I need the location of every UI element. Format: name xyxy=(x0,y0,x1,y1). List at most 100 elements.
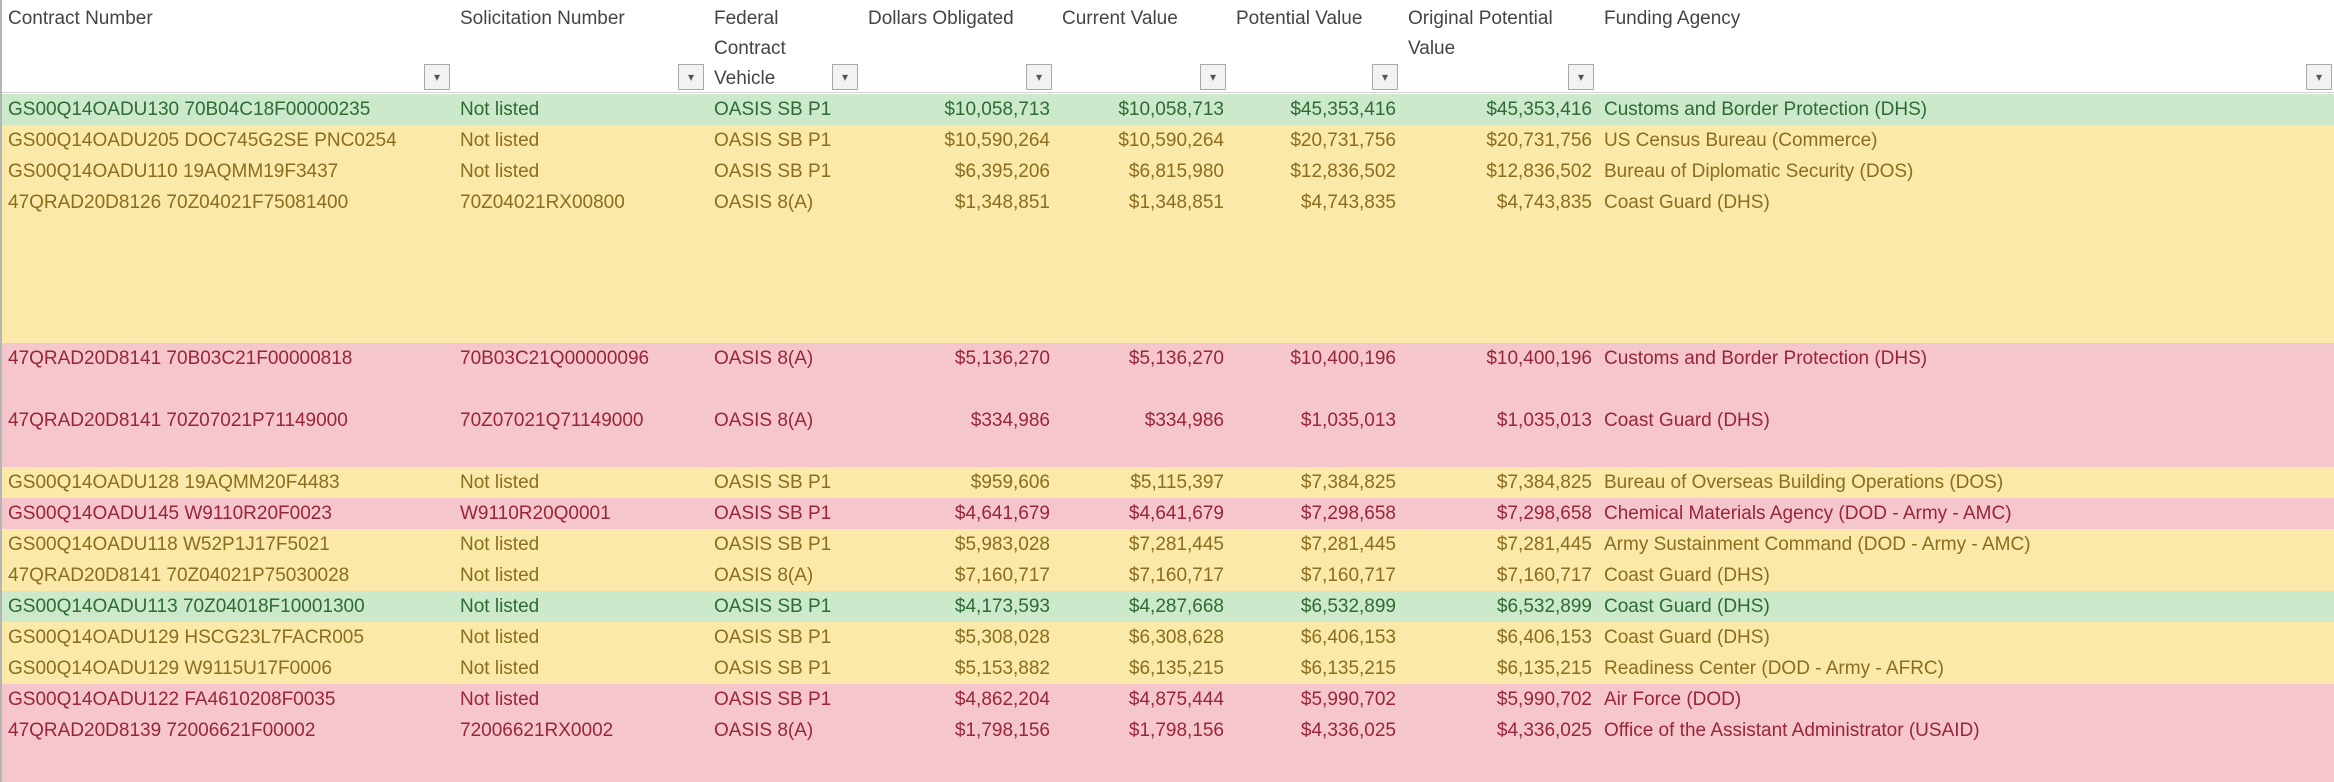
cell-contract[interactable]: GS00Q14OADU113 70Z04018F10001300 xyxy=(8,596,365,617)
cell-obligated[interactable]: $6,395,206 xyxy=(954,161,1050,182)
cell-original[interactable]: $7,281,445 xyxy=(1496,534,1592,555)
cell-agency[interactable]: Coast Guard (DHS) xyxy=(1604,627,1770,648)
table-row[interactable]: GS00Q14OADU129 W9115U17F0006 Not listed OA… xyxy=(2,653,2334,684)
cell-vehicle[interactable]: OASIS SB P1 xyxy=(714,503,832,524)
cell-obligated[interactable]: $10,058,713 xyxy=(944,99,1050,120)
cell-agency[interactable]: Customs and Border Protection (DHS) xyxy=(1604,348,1928,369)
cell-contract[interactable]: 47QRAD20D8139 72006621F00002 xyxy=(8,720,316,741)
cell-solicitation[interactable]: 70Z04021RX00800 xyxy=(460,192,625,213)
table-row[interactable]: GS00Q14OADU118 W52P1J17F5021 Not listed OA… xyxy=(2,529,2334,560)
cell-solicitation[interactable]: Not listed xyxy=(460,130,540,151)
cell-current[interactable]: $1,798,156 xyxy=(1128,720,1224,741)
cell-obligated[interactable]: $1,798,156 xyxy=(954,720,1050,741)
cell-original[interactable]: $6,532,899 xyxy=(1496,596,1592,617)
table-row[interactable]: GS00Q14OADU128 19AQMM20F4483 Not listed OA… xyxy=(2,467,2334,498)
cell-vehicle[interactable]: OASIS 8(A) xyxy=(714,348,814,369)
cell-current[interactable]: $4,875,444 xyxy=(1128,689,1224,710)
cell-potential[interactable]: $6,532,899 xyxy=(1300,596,1396,617)
cell-vehicle[interactable]: OASIS SB P1 xyxy=(714,627,832,648)
cell-potential[interactable]: $6,135,215 xyxy=(1300,658,1396,679)
cell-contract[interactable]: GS00Q14OADU122 FA4610208F0035 xyxy=(8,689,336,710)
filter-dropdown-icon[interactable]: ▾ xyxy=(1026,64,1052,90)
cell-vehicle[interactable]: OASIS SB P1 xyxy=(714,472,832,493)
cell-obligated[interactable]: $1,348,851 xyxy=(954,192,1050,213)
cell-original[interactable]: $7,298,658 xyxy=(1496,503,1592,524)
cell-obligated[interactable]: $5,153,882 xyxy=(954,658,1050,679)
cell-potential[interactable]: $7,298,658 xyxy=(1300,503,1396,524)
cell-potential[interactable]: $1,035,013 xyxy=(1300,410,1396,431)
cell-potential[interactable]: $4,336,025 xyxy=(1300,720,1396,741)
cell-original[interactable]: $4,336,025 xyxy=(1496,720,1592,741)
cell-current[interactable]: $6,815,980 xyxy=(1128,161,1224,182)
cell-original[interactable]: $6,406,153 xyxy=(1496,627,1592,648)
cell-agency[interactable]: Office of the Assistant Administrator (U… xyxy=(1604,720,1980,741)
cell-obligated[interactable]: $7,160,717 xyxy=(954,565,1050,586)
cell-agency[interactable]: Bureau of Overseas Building Operations (… xyxy=(1604,472,2004,493)
cell-vehicle[interactable]: OASIS SB P1 xyxy=(714,130,832,151)
cell-contract[interactable]: 47QRAD20D8126 70Z04021F75081400 xyxy=(8,192,349,213)
cell-contract[interactable]: 47QRAD20D8141 70Z04021P75030028 xyxy=(8,565,350,586)
filter-dropdown-icon[interactable]: ▾ xyxy=(678,64,704,90)
cell-vehicle[interactable]: OASIS SB P1 xyxy=(714,596,832,617)
cell-vehicle[interactable]: OASIS SB P1 xyxy=(714,689,832,710)
table-row[interactable]: 47QRAD20D8141 70B03C21F00000818 70B03C21Q… xyxy=(2,343,2334,405)
cell-current[interactable]: $6,308,628 xyxy=(1128,627,1224,648)
cell-vehicle[interactable]: OASIS 8(A) xyxy=(714,565,814,586)
cell-obligated[interactable]: $959,606 xyxy=(970,472,1050,493)
cell-agency[interactable]: Coast Guard (DHS) xyxy=(1604,565,1770,586)
table-row[interactable]: 47QRAD20D8141 70Z07021P71149000 70Z07021Q… xyxy=(2,405,2334,467)
filter-dropdown-icon[interactable]: ▾ xyxy=(1568,64,1594,90)
cell-original[interactable]: $1,035,013 xyxy=(1496,410,1592,431)
cell-solicitation[interactable]: Not listed xyxy=(460,161,540,182)
cell-contract[interactable]: GS00Q14OADU129 W9115U17F0006 xyxy=(8,658,332,679)
cell-solicitation[interactable]: W9110R20Q0001 xyxy=(460,503,611,524)
cell-agency[interactable]: Coast Guard (DHS) xyxy=(1604,192,1770,213)
cell-solicitation[interactable]: 70Z07021Q71149000 xyxy=(460,410,644,431)
filter-dropdown-icon[interactable]: ▾ xyxy=(1200,64,1226,90)
cell-vehicle[interactable]: OASIS 8(A) xyxy=(714,720,814,741)
cell-obligated[interactable]: $10,590,264 xyxy=(944,130,1050,151)
table-row[interactable]: 47QRAD20D8141 70Z04021P75030028 Not liste… xyxy=(2,560,2334,591)
cell-current[interactable]: $5,136,270 xyxy=(1128,348,1224,369)
table-row[interactable]: GS00Q14OADU205 DOC745G2SE PNC0254 Not lis… xyxy=(2,125,2334,156)
cell-solicitation[interactable]: 72006621RX0002 xyxy=(460,720,614,741)
cell-current[interactable]: $6,135,215 xyxy=(1128,658,1224,679)
cell-original[interactable]: $12,836,502 xyxy=(1486,161,1592,182)
cell-contract[interactable]: GS00Q14OADU129 HSCG23L7FACR005 xyxy=(8,627,364,648)
cell-potential[interactable]: $12,836,502 xyxy=(1290,161,1396,182)
cell-original[interactable]: $4,743,835 xyxy=(1496,192,1592,213)
table-row[interactable]: GS00Q14OADU145 W9110R20F0023 W9110R20Q000… xyxy=(2,498,2334,529)
table-row[interactable]: GS00Q14OADU122 FA4610208F0035 Not listed O… xyxy=(2,684,2334,715)
cell-vehicle[interactable]: OASIS 8(A) xyxy=(714,192,814,213)
cell-agency[interactable]: Customs and Border Protection (DHS) xyxy=(1604,99,1928,120)
cell-current[interactable]: $4,287,668 xyxy=(1128,596,1224,617)
table-row[interactable]: GS00Q14OADU110 19AQMM19F3437 Not listed OA… xyxy=(2,156,2334,187)
cell-potential[interactable]: $4,743,835 xyxy=(1300,192,1396,213)
cell-obligated[interactable]: $4,173,593 xyxy=(954,596,1050,617)
cell-obligated[interactable]: $5,136,270 xyxy=(954,348,1050,369)
table-row[interactable]: GS00Q14OADU129 HSCG23L7FACR005 Not listed… xyxy=(2,622,2334,653)
cell-potential[interactable]: $7,384,825 xyxy=(1300,472,1396,493)
cell-obligated[interactable]: $4,641,679 xyxy=(954,503,1050,524)
cell-obligated[interactable]: $5,983,028 xyxy=(954,534,1050,555)
filter-dropdown-icon[interactable]: ▾ xyxy=(2306,64,2332,90)
cell-current[interactable]: $7,160,717 xyxy=(1128,565,1224,586)
cell-solicitation[interactable]: Not listed xyxy=(460,99,540,120)
cell-solicitation[interactable]: Not listed xyxy=(460,565,540,586)
cell-original[interactable]: $20,731,756 xyxy=(1486,130,1592,151)
cell-contract[interactable]: GS00Q14OADU130 70B04C18F00000235 xyxy=(8,99,371,120)
cell-original[interactable]: $6,135,215 xyxy=(1496,658,1592,679)
cell-potential[interactable]: $7,281,445 xyxy=(1300,534,1396,555)
filter-dropdown-icon[interactable]: ▾ xyxy=(424,64,450,90)
cell-solicitation[interactable]: Not listed xyxy=(460,534,540,555)
filter-dropdown-icon[interactable]: ▾ xyxy=(832,64,858,90)
cell-obligated[interactable]: $5,308,028 xyxy=(954,627,1050,648)
filter-dropdown-icon[interactable]: ▾ xyxy=(1372,64,1398,90)
cell-agency[interactable]: Readiness Center (DOD - Army - AFRC) xyxy=(1604,658,1944,679)
cell-potential[interactable]: $5,990,702 xyxy=(1300,689,1396,710)
cell-contract[interactable]: 47QRAD20D8141 70Z07021P71149000 xyxy=(8,410,348,431)
cell-current[interactable]: $10,058,713 xyxy=(1118,99,1224,120)
cell-current[interactable]: $7,281,445 xyxy=(1128,534,1224,555)
cell-potential[interactable]: $10,400,196 xyxy=(1290,348,1396,369)
table-row[interactable]: 47QRAD20D8139 72006621F00002 72006621RX00… xyxy=(2,715,2334,782)
